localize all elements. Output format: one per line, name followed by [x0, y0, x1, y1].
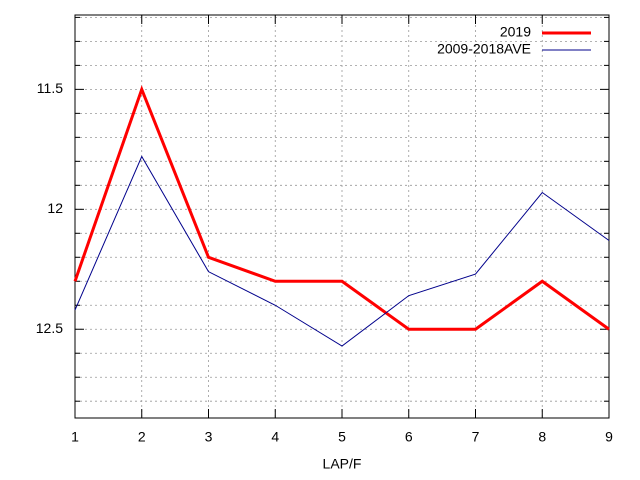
- y-tick-label: 11.5: [37, 80, 63, 96]
- x-tick-label: 8: [538, 429, 546, 445]
- legend-label: 2009-2018AVE: [437, 41, 531, 57]
- x-axis-label: LAP/F: [323, 456, 362, 472]
- x-tick-label: 9: [605, 429, 613, 445]
- plot-frame: [74, 14, 610, 419]
- y-tick-label: 12: [47, 200, 63, 216]
- legend-label: 2019: [500, 24, 531, 40]
- x-tick-label: 6: [405, 429, 413, 445]
- series-line: [73, 85, 610, 331]
- x-tick-label: 4: [271, 429, 279, 445]
- x-tick-label: 3: [205, 429, 213, 445]
- x-tick-label: 2: [138, 429, 146, 445]
- x-tick-label: 7: [472, 429, 480, 445]
- y-tick-label: 12.5: [36, 320, 63, 336]
- x-tick-label: 1: [71, 429, 79, 445]
- x-tick-label: 5: [338, 429, 346, 445]
- series-line: [74, 155, 610, 347]
